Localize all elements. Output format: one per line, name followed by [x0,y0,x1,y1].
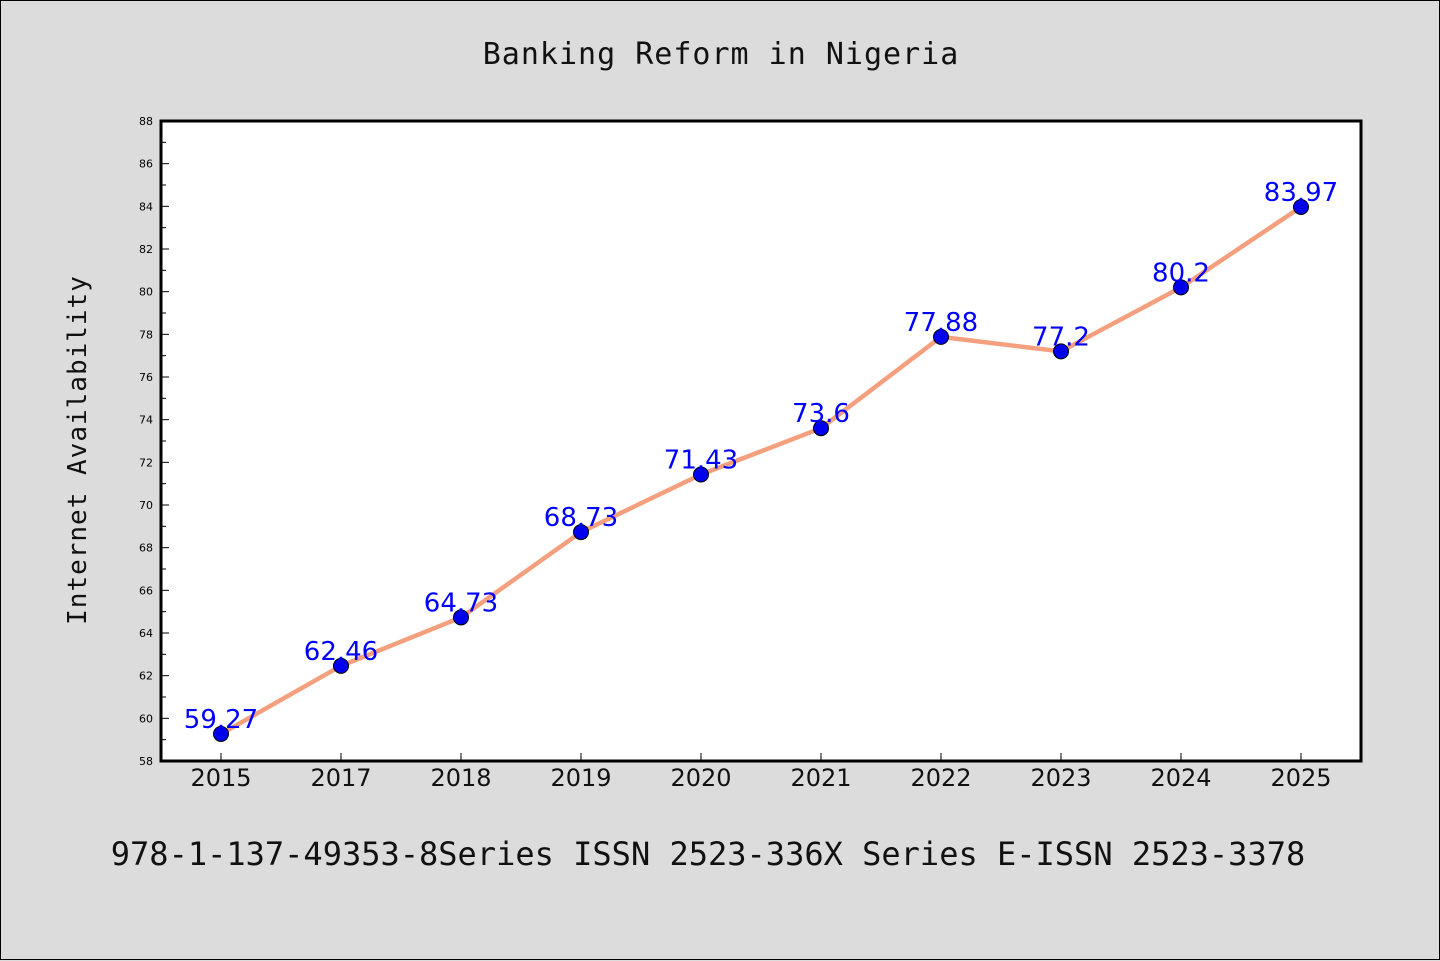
y-axis-label: Internet Availability [63,275,93,625]
data-point-marker [453,609,469,626]
x-tick-label: 2024 [1150,764,1211,792]
data-label: 83.97 [1264,178,1338,208]
y-tick-label: 84 [139,200,153,213]
y-tick-label: 78 [139,328,153,341]
series-group [213,198,1309,742]
data-label: 80.2 [1152,258,1210,288]
footer-isbn-text: 978-1-137-49353-8Series ISSN 2523-336X S… [111,835,1305,873]
data-label: 71.43 [664,445,738,475]
data-point-marker [1173,279,1189,296]
y-tick-label: 62 [139,670,153,683]
x-tick-label: 2021 [790,764,851,792]
x-tick-label: 2017 [310,764,371,792]
data-point-marker [573,524,589,541]
y-tick-label: 66 [139,584,153,597]
data-label: 68.73 [544,503,618,533]
y-tick-label: 68 [139,542,153,555]
y-axis: 58 60 62 64 66 68 70 72 74 76 78 80 82 84 86 88 [139,115,169,768]
data-point-marker [693,466,709,483]
y-tick-label: 64 [139,627,153,640]
data-point-marker [213,725,229,742]
x-tick-label: 2025 [1270,764,1331,792]
data-point-marker [933,328,949,345]
data-point-marker [1293,198,1309,215]
data-point-marker [1053,343,1069,360]
y-tick-label: 80 [139,286,153,299]
y-tick-label: 82 [139,243,153,256]
x-tick-label: 2022 [910,764,971,792]
x-tick-label: 2020 [670,764,731,792]
data-point-marker [333,657,349,674]
x-tick-label: 2019 [550,764,611,792]
y-tick-label: 88 [139,115,153,128]
x-tick-label: 2023 [1030,764,1091,792]
y-tick-label: 60 [139,712,153,725]
y-tick-label: 70 [139,499,153,512]
series-line [218,204,1304,737]
data-label: 62.46 [304,637,378,667]
plot-area [159,119,1363,763]
y-tick-label: 72 [139,456,153,469]
data-label: 64.73 [424,588,498,618]
chart-title: Banking Reform in Nigeria [483,37,960,72]
data-labels: 59.27 62.46 64.73 68.73 71.43 73.6 77.88 77.2 80… [184,178,1338,735]
data-point-marker [813,420,829,437]
data-label: 73.6 [792,399,850,429]
y-tick-label: 86 [139,158,153,171]
y-tick-label: 76 [139,371,153,384]
y-tick-label: 58 [139,755,153,768]
x-tick-label: 2015 [190,764,251,792]
data-label: 77.88 [904,308,978,338]
x-tick-label: 2018 [430,764,491,792]
x-axis: 2015 2017 2018 2019 2020 2021 2022 2023 2024 2025 [190,753,1332,792]
data-label: 77.2 [1032,322,1090,352]
y-tick-label: 74 [139,414,153,427]
data-label: 59.27 [184,705,258,735]
